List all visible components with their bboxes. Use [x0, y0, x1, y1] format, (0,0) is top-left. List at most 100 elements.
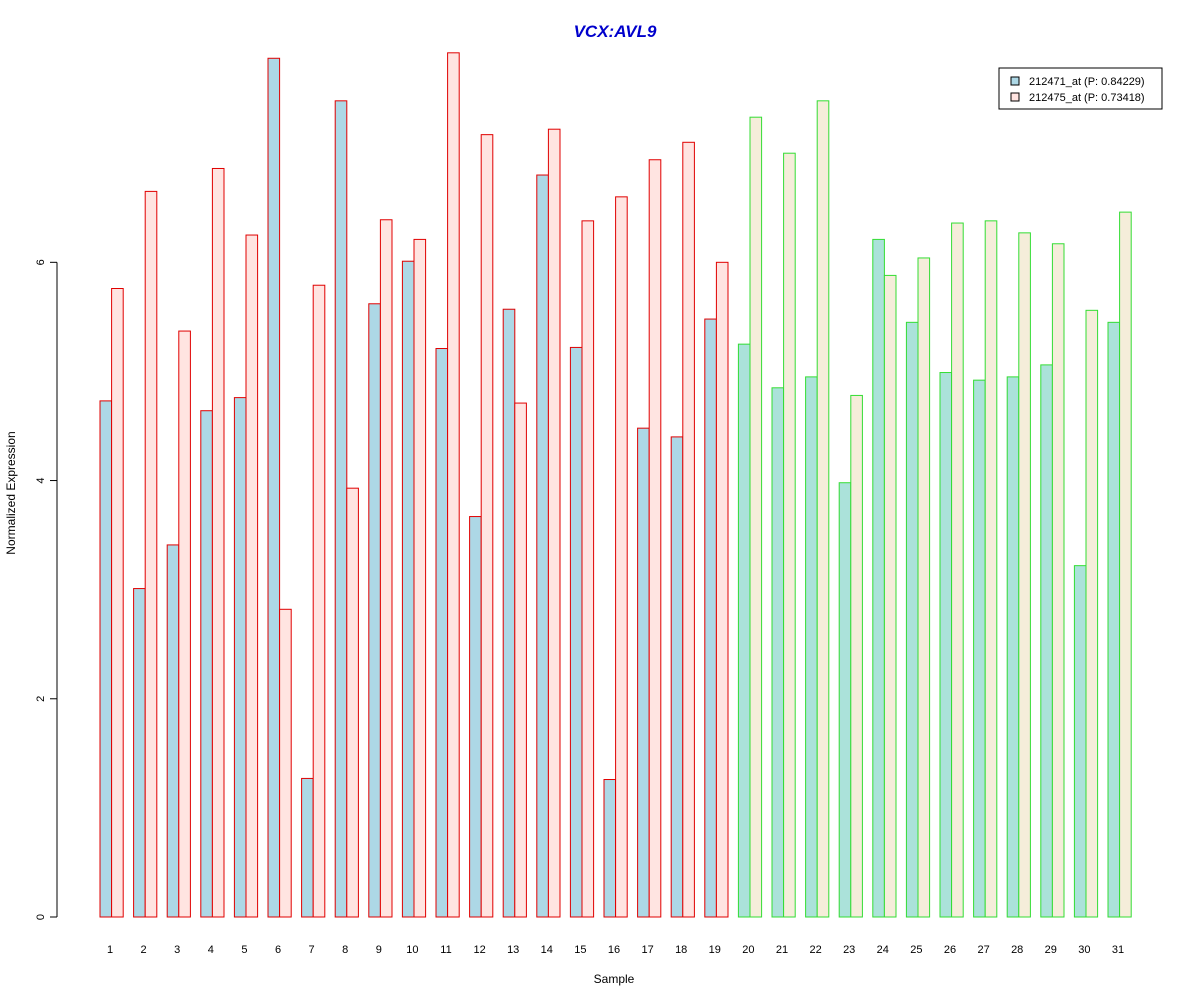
- x-tick-label: 22: [809, 944, 821, 956]
- bar-212475-at-sample-24: [883, 274, 897, 918]
- bar-212475-at-sample-8: [346, 487, 359, 918]
- x-tick-label: 6: [275, 944, 281, 956]
- legend-swatch-212471-at: [1010, 76, 1020, 86]
- x-tick-label: 16: [608, 944, 620, 956]
- bar-212471-at-sample-20: [737, 343, 751, 918]
- bar-212475-at-sample-7: [312, 284, 326, 918]
- bar-212471-at-sample-13: [502, 308, 516, 918]
- y-tick-label: 6: [35, 259, 47, 265]
- x-tick-label: 18: [675, 944, 687, 956]
- chart-title: VCX:AVL9: [574, 22, 657, 41]
- y-axis: 0 2 4 6: [35, 259, 58, 920]
- bar-212475-at-sample-9: [379, 219, 393, 918]
- bar-212471-at-sample-24: [872, 238, 885, 918]
- bar-212471-at-sample-8: [334, 100, 348, 918]
- bar-212471-at-sample-18: [670, 436, 684, 918]
- bar-212475-at-sample-14: [547, 128, 561, 918]
- bars: [99, 52, 1132, 918]
- bar-212471-at-sample-2: [133, 588, 146, 918]
- bar-212475-at-sample-17: [648, 159, 662, 918]
- bar-212475-at-sample-4: [211, 167, 225, 918]
- x-tick-label: 15: [574, 944, 586, 956]
- legend-label-212475-at: 212475_at (P: 0.73418): [1029, 92, 1145, 104]
- y-tick-label: 4: [35, 477, 47, 483]
- bar-212475-at-sample-19: [715, 261, 729, 918]
- bar-212475-at-sample-11: [447, 52, 460, 918]
- bar-212471-at-sample-12: [469, 516, 482, 918]
- x-tick-label: 5: [241, 944, 247, 956]
- bar-212475-at-sample-29: [1051, 243, 1065, 918]
- x-tick-label: 27: [977, 944, 989, 956]
- y-tick-label: 2: [35, 696, 47, 702]
- bar-212471-at-sample-3: [166, 544, 180, 918]
- bar-212475-at-sample-12: [480, 134, 494, 918]
- bar-212471-at-sample-19: [704, 318, 717, 918]
- bar-212475-at-sample-30: [1085, 309, 1099, 918]
- x-tick-label: 26: [944, 944, 956, 956]
- x-tick-label: 14: [541, 944, 553, 956]
- bar-212475-at-sample-16: [615, 196, 628, 918]
- bar-212471-at-sample-10: [401, 260, 415, 918]
- x-tick-label: 17: [641, 944, 653, 956]
- bar-212471-at-sample-22: [805, 376, 818, 918]
- bar-212475-at-sample-28: [1018, 232, 1031, 918]
- bar-212475-at-sample-6: [279, 608, 292, 918]
- bar-212475-at-sample-13: [514, 402, 527, 918]
- bar-212471-at-sample-15: [569, 346, 583, 918]
- x-tick-label: 1: [107, 944, 113, 956]
- bar-212471-at-sample-28: [1006, 376, 1020, 918]
- bar-212471-at-sample-27: [973, 379, 986, 918]
- bar-212475-at-sample-21: [783, 152, 796, 918]
- x-axis-tick-labels: 1 2 3 4 5 6 7 8 9 10 11 12 13 14 15 16 17 18 19 20 21 22 23 24 2…: [107, 944, 1124, 956]
- bar-212471-at-sample-1: [99, 400, 113, 918]
- x-tick-label: 24: [877, 944, 889, 956]
- bar-212471-at-sample-6: [267, 57, 281, 918]
- bar-212471-at-sample-7: [301, 777, 314, 918]
- legend-label-212471-at: 212471_at (P: 0.84229): [1029, 76, 1145, 88]
- bar-212475-at-sample-5: [245, 234, 259, 918]
- bar-212475-at-sample-23: [850, 394, 863, 918]
- bar-212475-at-sample-20: [749, 116, 763, 918]
- x-tick-label: 9: [376, 944, 382, 956]
- bar-212475-at-sample-3: [178, 330, 191, 918]
- bar-212471-at-sample-9: [368, 303, 381, 918]
- bar-212471-at-sample-31: [1107, 321, 1121, 918]
- x-tick-label: 11: [440, 944, 451, 956]
- y-tick-label: 0: [35, 914, 47, 920]
- bar-212475-at-sample-27: [984, 220, 998, 918]
- y-axis-title: Normalized Expression: [4, 431, 18, 554]
- bar-212475-at-sample-1: [111, 288, 124, 918]
- bar-212471-at-sample-23: [838, 482, 852, 918]
- bar-212475-at-sample-18: [682, 141, 695, 918]
- x-tick-label: 30: [1078, 944, 1090, 956]
- bar-212475-at-sample-25: [917, 257, 931, 918]
- bar-212475-at-sample-2: [144, 190, 158, 918]
- bar-212475-at-sample-22: [816, 100, 830, 918]
- x-tick-label: 7: [309, 944, 315, 956]
- bar-212471-at-sample-17: [637, 427, 650, 918]
- x-tick-label: 4: [208, 944, 214, 956]
- x-tick-label: 23: [843, 944, 855, 956]
- legend-box: [998, 67, 1163, 110]
- bar-212475-at-sample-26: [951, 222, 964, 918]
- legend-swatch-212475-at: [1010, 92, 1020, 102]
- x-tick-label: 20: [742, 944, 754, 956]
- legend: 212471_at (P: 0.84229) 212475_at (P: 0.7…: [998, 67, 1163, 110]
- bar-212475-at-sample-15: [581, 220, 595, 918]
- bar-212471-at-sample-16: [603, 779, 617, 918]
- x-tick-label: 25: [910, 944, 922, 956]
- x-tick-label: 13: [507, 944, 519, 956]
- x-tick-label: 19: [709, 944, 721, 956]
- bar-212471-at-sample-4: [200, 410, 213, 918]
- bar-212471-at-sample-25: [905, 321, 919, 918]
- x-tick-label: 2: [141, 944, 147, 956]
- x-tick-label: 31: [1112, 944, 1124, 956]
- bar-212475-at-sample-31: [1119, 211, 1132, 918]
- x-tick-label: 8: [342, 944, 348, 956]
- bar-212471-at-sample-11: [435, 348, 449, 918]
- bar-212475-at-sample-10: [413, 238, 427, 918]
- bar-212471-at-sample-21: [771, 387, 785, 918]
- bar-212471-at-sample-5: [233, 397, 247, 918]
- bar-212471-at-sample-26: [939, 372, 953, 918]
